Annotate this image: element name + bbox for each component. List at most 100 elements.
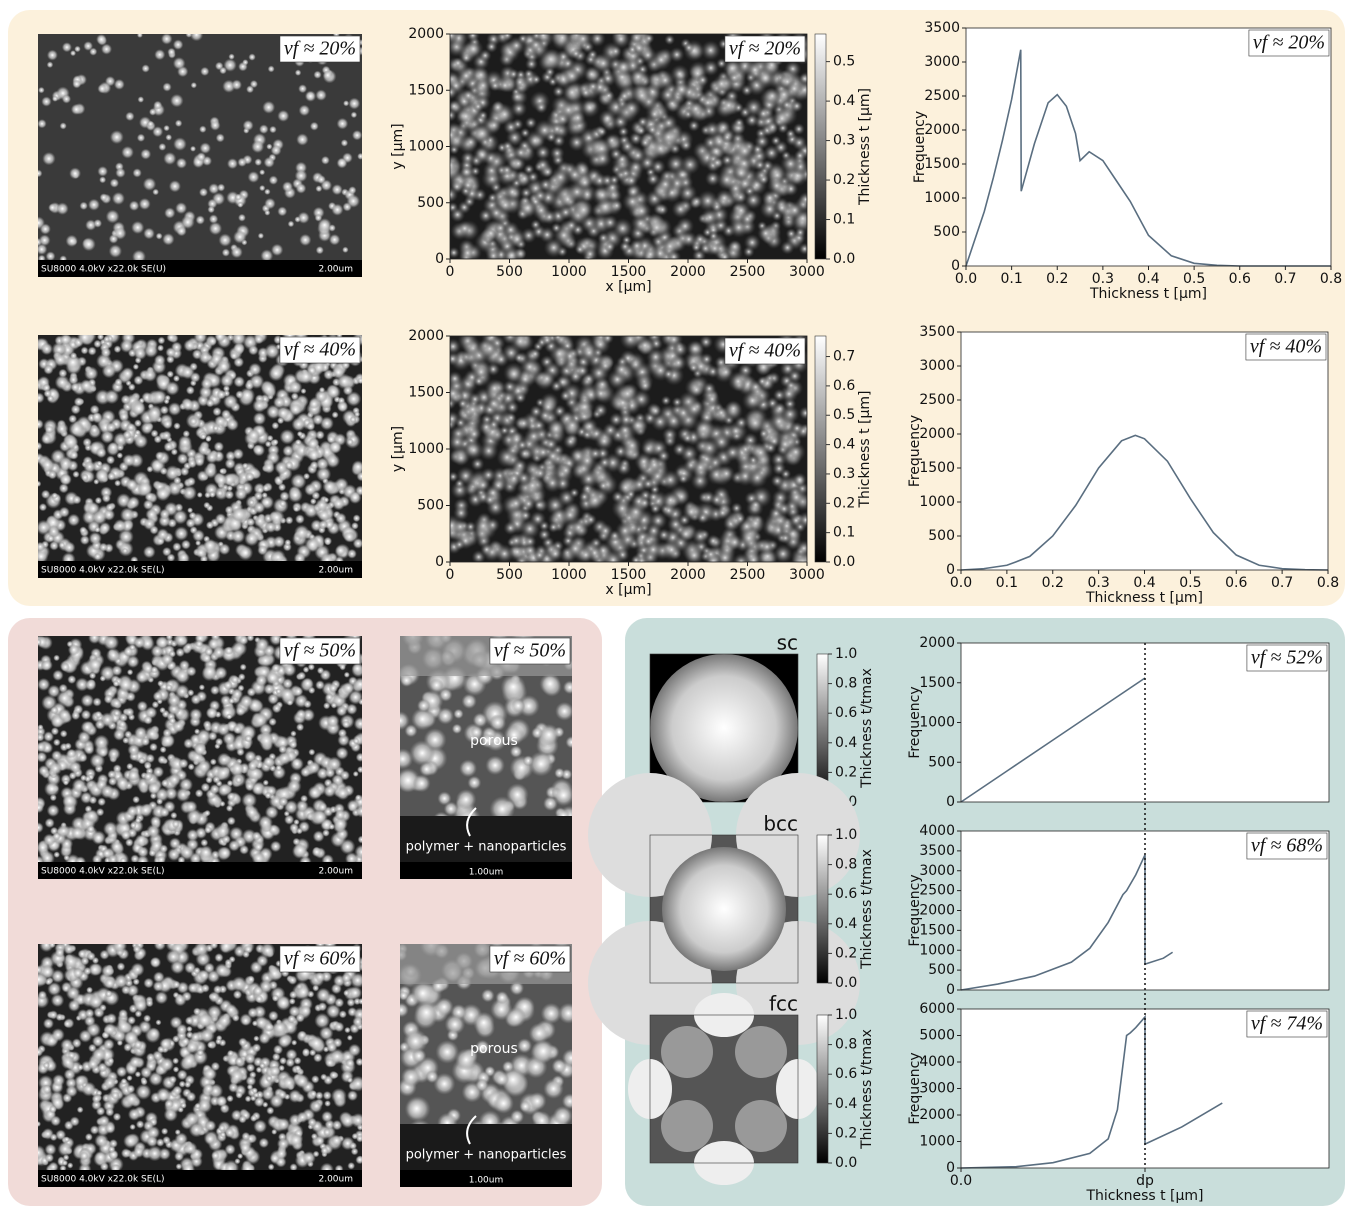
particle	[133, 375, 143, 385]
particle	[307, 1117, 317, 1127]
particle	[45, 425, 54, 434]
particle	[109, 244, 122, 257]
particle	[143, 772, 152, 781]
particle	[473, 145, 492, 164]
particle	[781, 241, 795, 255]
colorbar-tick-label: 0.0	[835, 975, 857, 991]
colorbar-tick-label: 0.4	[833, 93, 855, 109]
particle	[84, 366, 98, 380]
particle	[129, 1124, 135, 1130]
particle	[58, 1141, 73, 1156]
particle	[404, 724, 417, 737]
particle	[64, 435, 79, 450]
particle	[294, 216, 300, 222]
particle	[240, 664, 247, 671]
particle	[103, 821, 118, 836]
sem-caption: SU8000 4.0kV x22.0k SE(L)	[41, 1175, 164, 1185]
x-tick-label: 0.7	[1274, 271, 1296, 287]
particle	[331, 1135, 342, 1146]
colorbar-tick-label: 0.4	[835, 1096, 857, 1112]
particle	[150, 666, 158, 674]
particle	[176, 1163, 183, 1170]
particle	[241, 792, 257, 808]
particle	[121, 146, 134, 159]
particle	[127, 496, 140, 509]
particle	[299, 234, 311, 246]
particle	[292, 417, 306, 431]
particle	[631, 201, 651, 221]
particle	[275, 688, 281, 694]
annotation: vf ≈ 20%	[729, 38, 801, 60]
x-tick-label: 0.2	[1046, 271, 1068, 287]
particle	[455, 106, 476, 127]
particle	[52, 670, 63, 681]
particle	[252, 1087, 259, 1094]
particle	[137, 134, 145, 142]
particle	[335, 545, 346, 556]
particle	[238, 545, 254, 561]
particle	[158, 337, 166, 345]
particle	[135, 817, 141, 823]
particle	[111, 1091, 120, 1100]
particle	[241, 1016, 250, 1025]
figure: SU8000 4.0kV x22.0k SE(U)2.00umvf ≈ 20%S…	[0, 0, 1351, 1207]
particle	[273, 1020, 287, 1034]
particle	[51, 750, 62, 761]
particle	[132, 402, 146, 416]
particle	[187, 459, 197, 469]
particle	[47, 61, 54, 68]
particle	[295, 169, 308, 182]
particle	[610, 199, 623, 212]
particle	[337, 401, 348, 412]
particle	[261, 381, 276, 396]
particle	[128, 1108, 141, 1121]
particle	[60, 1038, 73, 1051]
particle	[61, 1055, 75, 1069]
particle	[259, 1062, 266, 1069]
particle	[208, 731, 217, 740]
particle	[100, 712, 115, 727]
colorbar	[817, 835, 828, 983]
particle	[143, 1014, 151, 1022]
particle	[100, 784, 114, 798]
particle	[149, 108, 157, 116]
colorbar-tick-label: 0.6	[835, 1066, 857, 1082]
particle	[205, 647, 214, 656]
colorbar-tick-label: 1.0	[835, 827, 857, 843]
particle	[44, 781, 60, 797]
particle	[178, 435, 192, 449]
particle	[89, 532, 102, 545]
particle	[247, 1007, 258, 1018]
particle	[347, 1090, 358, 1101]
particle	[771, 135, 782, 146]
particle	[655, 174, 676, 195]
particle	[527, 171, 539, 183]
particle	[303, 700, 311, 708]
particle	[259, 1138, 270, 1149]
particle	[150, 957, 161, 968]
particle	[696, 74, 709, 87]
colorbar-tick-label: 0.8	[835, 1037, 857, 1053]
particle	[296, 985, 311, 1000]
particle	[750, 499, 761, 510]
particle	[225, 506, 234, 515]
particle	[650, 49, 671, 70]
particle	[304, 483, 317, 496]
particle	[230, 352, 238, 360]
colorbar-tick-label: 0.2	[835, 764, 857, 780]
particle	[401, 1067, 421, 1087]
particle	[160, 405, 169, 414]
particle	[41, 433, 52, 444]
particle	[532, 1040, 555, 1063]
particle	[43, 364, 53, 374]
particle	[169, 650, 176, 657]
particle	[587, 49, 598, 60]
particle	[173, 137, 187, 151]
particle	[269, 510, 285, 526]
particle	[262, 101, 275, 114]
particle	[757, 225, 774, 242]
colorbar-tick-label: 0.3	[833, 133, 855, 149]
particle	[155, 451, 164, 460]
particle	[571, 48, 581, 58]
y-tick-label: 2000	[408, 26, 444, 42]
